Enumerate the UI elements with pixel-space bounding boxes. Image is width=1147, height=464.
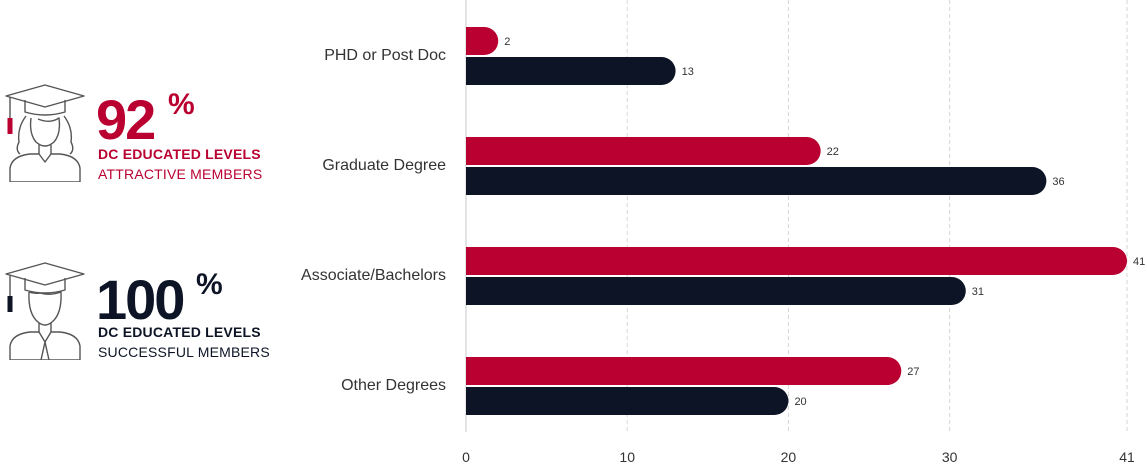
category-label: Associate/Bachelors <box>301 267 446 284</box>
stat-women-value: 92 <box>96 88 156 151</box>
bar <box>466 357 902 385</box>
bar <box>466 137 821 165</box>
bar <box>466 27 499 55</box>
data-label: 22 <box>827 146 839 158</box>
bar <box>466 387 789 415</box>
category-label: Other Degrees <box>341 377 446 394</box>
graduate-man-icon <box>5 262 85 360</box>
x-tick-label: 30 <box>942 449 958 464</box>
stat-men-value: 100 <box>96 268 185 331</box>
x-tick-label: 41 <box>1119 449 1135 464</box>
category-label: Graduate Degree <box>322 157 446 174</box>
data-label: 41 <box>1133 256 1145 268</box>
x-tick-label: 10 <box>619 449 635 464</box>
category-label: PHD or Post Doc <box>324 47 446 64</box>
stat-women-line1: DC EDUCATED LEVELS <box>98 146 261 162</box>
x-tick-label: 0 <box>462 449 470 464</box>
x-tick-label: 20 <box>781 449 797 464</box>
stat-men-line2: SUCCESSFUL MEMBERS <box>98 344 270 360</box>
data-label: 31 <box>972 286 984 298</box>
bar <box>466 167 1047 195</box>
bar <box>466 57 676 85</box>
stat-women-line2: ATTRACTIVE MEMBERS <box>98 166 263 182</box>
data-label: 2 <box>504 36 510 48</box>
stat-women-unit: % <box>168 88 195 121</box>
bar <box>466 247 1127 275</box>
data-label: 20 <box>794 396 806 408</box>
attractive-members-stat: 92 % DC EDUCATED LEVELS ATTRACTIVE MEMBE… <box>0 82 300 192</box>
graduate-woman-icon <box>5 84 85 182</box>
stat-men-unit: % <box>196 268 223 301</box>
bar <box>466 277 966 305</box>
data-label: 36 <box>1052 176 1064 188</box>
data-label: 13 <box>682 66 694 78</box>
successful-members-stat: 100 % DC EDUCATED LEVELS SUCCESSFUL MEMB… <box>0 260 300 370</box>
stat-men-line1: DC EDUCATED LEVELS <box>98 324 261 340</box>
data-label: 27 <box>907 366 919 378</box>
